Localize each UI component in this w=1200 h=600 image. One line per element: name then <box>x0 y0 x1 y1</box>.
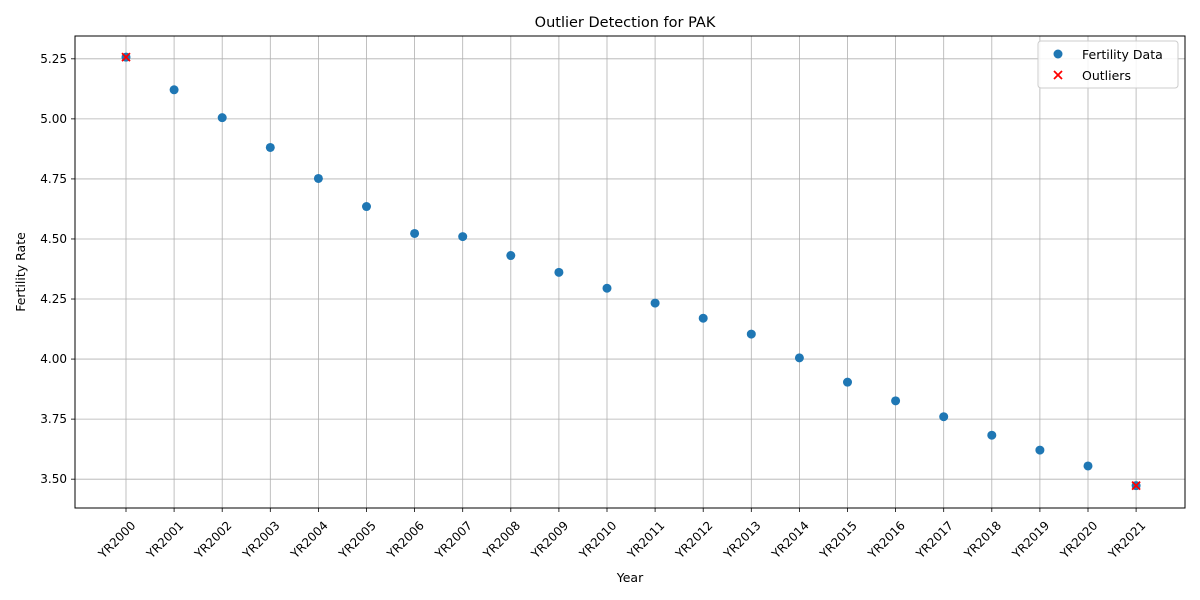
data-point <box>698 313 708 323</box>
data-point <box>554 267 564 277</box>
chart-title: Outlier Detection for PAK <box>535 15 716 31</box>
x-tick-label: YR2018 <box>961 518 1004 561</box>
legend-box <box>1037 40 1179 89</box>
legend-marker-outliers <box>1053 70 1063 80</box>
legend-marker-fertility <box>1053 49 1063 59</box>
data-point <box>843 377 852 387</box>
y-tick-label: 4.75 <box>40 172 67 186</box>
y-axis-label: Fertility Rate <box>13 232 28 312</box>
data-point <box>746 329 756 339</box>
x-tick-label: YR2004 <box>287 518 330 561</box>
data-point <box>602 283 612 293</box>
x-tick-label: YR2007 <box>432 518 475 561</box>
data-point <box>313 173 323 183</box>
x-tick-label: YR2005 <box>336 518 379 561</box>
x-tick-label: YR2012 <box>672 518 715 561</box>
x-axis-label: Year <box>616 570 644 585</box>
legend-label-fertility: Fertility Data <box>1082 47 1163 62</box>
x-axis-ticks: YR2000 YR2001 YR2002 YR2003 YR2004 YR2005 YR20… <box>95 508 1148 562</box>
data-point <box>650 298 660 308</box>
data-point <box>794 353 804 363</box>
data-point <box>458 232 468 242</box>
data-point <box>939 412 949 422</box>
x-tick-label: YR2013 <box>720 518 763 561</box>
x-tick-label: YR2000 <box>95 518 138 561</box>
outlier-point <box>1131 481 1141 491</box>
data-points <box>121 52 1141 491</box>
x-tick-label: YR2014 <box>768 518 811 561</box>
data-point <box>410 228 420 238</box>
data-point <box>891 396 901 406</box>
x-tick-label: YR2008 <box>480 518 523 561</box>
y-tick-label: 4.50 <box>40 232 67 246</box>
data-point <box>217 113 227 123</box>
data-point <box>265 142 275 152</box>
x-tick-label: YR2003 <box>239 518 282 561</box>
grid-lines <box>75 36 1185 508</box>
y-tick-label: 3.75 <box>40 412 67 426</box>
data-point <box>169 85 179 95</box>
data-point <box>506 251 516 261</box>
x-tick-label: YR2010 <box>576 518 619 561</box>
x-tick-label: YR2021 <box>1105 518 1148 561</box>
plot-frame <box>74 35 1186 509</box>
x-tick-label: YR2020 <box>1057 518 1100 561</box>
x-tick-label: YR2001 <box>143 518 186 561</box>
x-tick-label: YR2006 <box>384 518 427 561</box>
y-tick-label: 4.25 <box>40 292 67 306</box>
x-tick-label: YR2002 <box>191 518 234 561</box>
legend: Fertility Data Outliers <box>1037 40 1179 89</box>
data-point <box>1035 445 1045 455</box>
outlier-markers <box>121 52 1141 491</box>
outlier-point <box>121 52 131 62</box>
x-tick-label: YR2016 <box>865 518 908 561</box>
legend-label-outliers: Outliers <box>1082 68 1131 83</box>
x-tick-label: YR2017 <box>913 518 956 561</box>
x-tick-label: YR2019 <box>1009 518 1052 561</box>
y-tick-label: 5.25 <box>40 52 67 66</box>
x-tick-label: YR2011 <box>624 518 667 561</box>
data-point <box>1083 461 1093 471</box>
data-point <box>987 430 997 440</box>
x-tick-label: YR2015 <box>817 518 860 561</box>
y-tick-label: 4.00 <box>40 352 67 366</box>
y-tick-label: 3.50 <box>40 472 67 486</box>
y-axis-ticks: 3.50 3.75 4.00 4.25 4.50 4.75 5.00 5.25 <box>40 52 75 486</box>
y-tick-label: 5.00 <box>40 112 67 126</box>
data-point <box>362 202 371 212</box>
x-tick-label: YR2009 <box>528 518 571 561</box>
